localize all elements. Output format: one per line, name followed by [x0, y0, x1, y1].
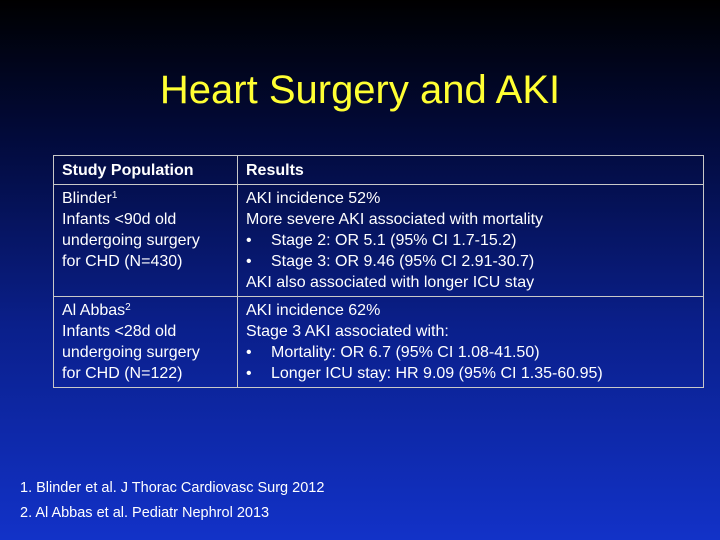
result-bullet: • Stage 3: OR 9.46 (95% CI 2.91-30.7)	[246, 251, 695, 272]
bullet-text: Stage 2: OR 5.1 (95% CI 1.7-15.2)	[271, 232, 517, 249]
bullet-icon: •	[246, 344, 252, 361]
author-name: Blinder	[62, 190, 112, 207]
table-header-row: Study Population Results	[53, 155, 704, 185]
reference-item: 2. Al Abbas et al. Pediatr Nephrol 2013	[20, 505, 270, 521]
result-bullet: • Longer ICU stay: HR 9.09 (95% CI 1.35-6…	[246, 363, 695, 384]
population-line: undergoing surgery	[62, 344, 200, 361]
population-line: for CHD (N=430)	[62, 253, 183, 270]
result-bullet: • Mortality: OR 6.7 (95% CI 1.08-41.50)	[246, 342, 695, 363]
result-line: AKI incidence 52%	[246, 190, 381, 207]
bullet-icon: •	[246, 365, 252, 382]
result-line: Stage 3 AKI associated with:	[246, 323, 449, 340]
results-cell: AKI incidence 62% Stage 3 AKI associated…	[237, 296, 704, 388]
reference-marker: 1	[111, 190, 118, 201]
result-bullet: • Stage 2: OR 5.1 (95% CI 1.7-15.2)	[246, 230, 695, 251]
bullet-text: Stage 3: OR 9.46 (95% CI 2.91-30.7)	[271, 253, 535, 270]
reference-marker: 2	[125, 302, 131, 313]
population-cell: Al Abbas2 Infants <28d old undergoing su…	[53, 296, 238, 388]
table-row: Blinder1 Infants <90d old undergoing sur…	[53, 184, 704, 297]
references: 1. Blinder et al. J Thorac Cardiovasc Su…	[20, 478, 324, 528]
study-author: Al Abbas2	[62, 300, 229, 321]
bullet-icon: •	[246, 232, 252, 249]
population-line: for CHD (N=122)	[62, 365, 183, 382]
result-line: AKI also associated with longer ICU stay	[246, 274, 535, 291]
population-line: Infants <90d old	[62, 211, 177, 228]
header-results: Results	[237, 155, 704, 185]
result-line: AKI incidence 62%	[246, 302, 381, 319]
population-line: Infants <28d old	[62, 323, 177, 340]
study-author: Blinder1	[62, 188, 229, 209]
bullet-text: Longer ICU stay: HR 9.09 (95% CI 1.35-60…	[271, 365, 603, 382]
population-cell: Blinder1 Infants <90d old undergoing sur…	[53, 184, 238, 297]
bullet-text: Mortality: OR 6.7 (95% CI 1.08-41.50)	[271, 344, 540, 361]
slide-title: Heart Surgery and AKI	[159, 68, 561, 112]
population-line: undergoing surgery	[62, 232, 200, 249]
result-line: More severe AKI associated with mortalit…	[246, 211, 544, 228]
table-row: Al Abbas2 Infants <28d old undergoing su…	[53, 296, 704, 388]
results-cell: AKI incidence 52% More severe AKI associ…	[237, 184, 704, 297]
bullet-icon: •	[246, 253, 252, 270]
reference-item: 1. Blinder et al. J Thorac Cardiovasc Su…	[20, 480, 325, 496]
author-name: Al Abbas	[62, 302, 126, 319]
header-study-population: Study Population	[53, 155, 238, 185]
study-table: Study Population Results Blinder1 Infant…	[53, 155, 704, 388]
